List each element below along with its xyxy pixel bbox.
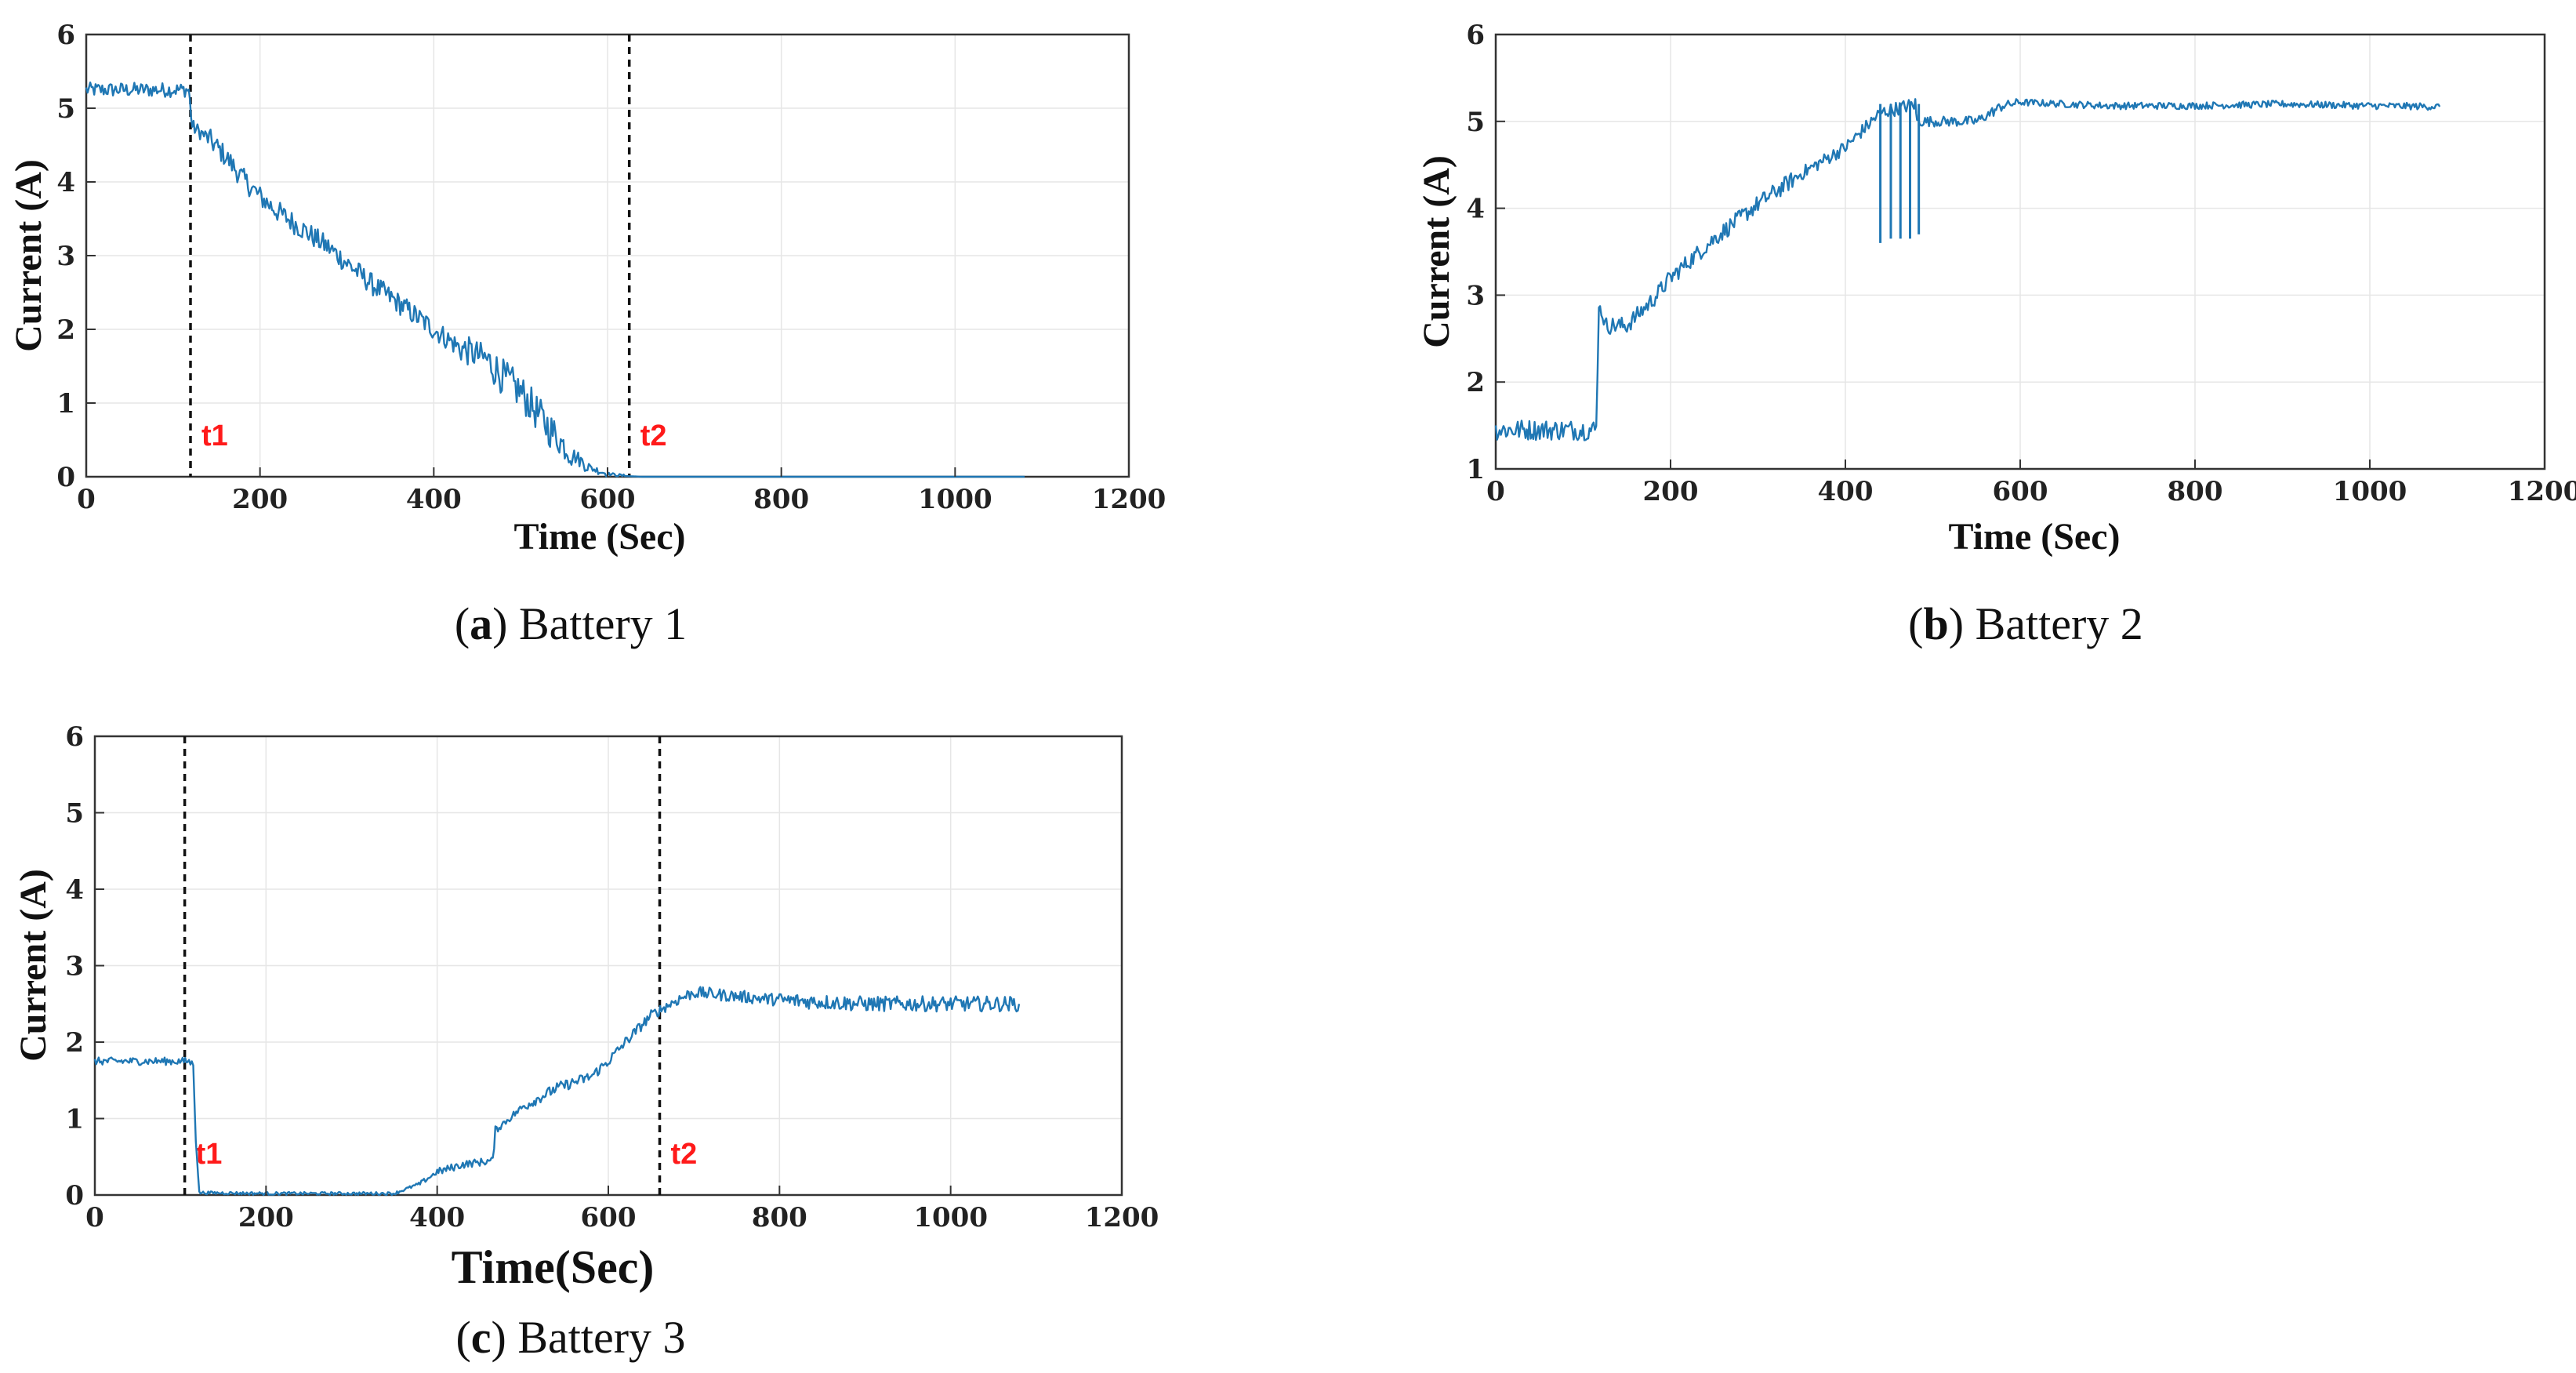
chart-b-series [1494,98,2441,441]
chart-b-ytick-label: 4 [1466,194,1485,225]
chart-c-ytick-label: 6 [65,721,84,753]
chart-c-caption: (c) Battery 3 [455,1312,685,1363]
chart-b-xtick-label: 200 [1643,476,1699,507]
chart-a-ytick-label: 5 [56,93,75,125]
chart-c-xlabel: Time(Sec) [452,1241,655,1293]
chart-a-xtick-label: 400 [406,484,462,515]
chart-b-xtick-label: 1200 [2508,476,2576,507]
chart-a-series-line [85,82,1025,478]
chart-b-ytick-label: 6 [1466,20,1485,51]
chart-c-ytick-label: 4 [65,874,84,906]
chart-c-ytick-label: 2 [65,1027,84,1059]
chart-c-ytick-label: 1 [65,1104,84,1135]
chart-a-markers: t1 t2 [189,35,667,477]
chart-c-marker-t2-label: t2 [671,1138,698,1171]
chart-c-xtick-label: 600 [581,1202,637,1233]
chart-b-caption: (b) Battery 2 [1908,598,2143,649]
chart-c-marker-t1-label: t1 [196,1138,223,1171]
chart-a-grid [85,34,1130,478]
chart-c-markers: t1 t2 [183,736,698,1195]
chart-b-xtick-label: 1000 [2333,476,2407,507]
chart-b-ytick-label: 1 [1466,454,1485,485]
chart-b-ytick-label: 5 [1466,107,1485,138]
chart-a-ytick-label: 0 [56,462,75,493]
chart-b-yticks: 1 2 3 4 5 6 [1466,20,1505,485]
chart-panel-a: t1 t2 0 1 2 3 4 5 6 0 200 400 600 800 1000 1200 Curre… [8,20,1166,649]
chart-a-xlabel: Time (Sec) [513,516,685,558]
chart-a-yticks: 0 1 2 3 4 5 6 [56,20,96,493]
chart-a-xtick-label: 800 [753,484,809,515]
chart-c-series-line [93,986,1021,1197]
chart-a-series [85,82,1025,478]
chart-c-xtick-label: 1000 [913,1202,988,1233]
chart-b-xtick-label: 0 [1486,476,1505,507]
chart-b-xticks: 0 200 400 600 800 1000 1200 [1486,459,2576,507]
chart-b-grid [1495,34,2545,470]
chart-b-series-line [1494,98,2441,441]
chart-a-xtick-label: 1200 [1092,484,1166,515]
chart-a-marker-t1-label: t1 [201,420,228,452]
chart-c-ytick-label: 3 [65,951,84,983]
chart-a-xtick-label: 0 [77,484,96,515]
chart-c-xtick-label: 1200 [1085,1202,1159,1233]
chart-a-ytick-label: 6 [56,20,75,51]
chart-a-marker-t2-label: t2 [640,420,667,452]
chart-b-ytick-label: 3 [1466,280,1485,311]
chart-c-xtick-label: 400 [409,1202,465,1233]
chart-c-series [93,986,1021,1197]
chart-c-xtick-label: 200 [238,1202,294,1233]
chart-a-xticks: 0 200 400 600 800 1000 1200 [77,467,1166,515]
chart-c-yticks: 0 1 2 3 4 5 6 [65,721,104,1211]
chart-b-xlabel: Time (Sec) [1948,516,2120,558]
chart-b-xtick-label: 600 [1993,476,2048,507]
chart-a-caption: (a) Battery 1 [455,598,687,649]
chart-a-ytick-label: 4 [56,167,75,198]
chart-b-ytick-label: 2 [1466,367,1485,398]
chart-a-ytick-label: 3 [56,241,75,272]
chart-panel-b: 1 2 3 4 5 6 0 200 400 600 800 1000 1200 Current (A)… [1416,20,2576,649]
chart-a-ytick-label: 2 [56,314,75,346]
chart-c-xtick-label: 800 [752,1202,807,1233]
chart-b-xtick-label: 400 [1818,476,1874,507]
chart-c-ylabel: Current (A) [13,869,54,1062]
chart-c-grid [94,736,1123,1196]
chart-b-xtick-label: 800 [2168,476,2223,507]
chart-a-xtick-label: 600 [580,484,636,515]
chart-panel-c: t1 t2 0 1 2 3 4 5 6 0 200 400 600 800 1000 1200 Curre… [13,721,1159,1363]
chart-a-ylabel: Current (A) [8,159,49,352]
chart-a-xtick-label: 200 [232,484,288,515]
chart-a-ytick-label: 1 [56,388,75,420]
chart-c-xticks: 0 200 400 600 800 1000 1200 [85,1186,1159,1233]
chart-c-ytick-label: 0 [65,1180,84,1211]
chart-a-xtick-label: 1000 [918,484,992,515]
chart-b-ylabel: Current (A) [1416,155,1457,348]
chart-c-xtick-label: 0 [85,1202,104,1233]
chart-c-ytick-label: 5 [65,798,84,830]
